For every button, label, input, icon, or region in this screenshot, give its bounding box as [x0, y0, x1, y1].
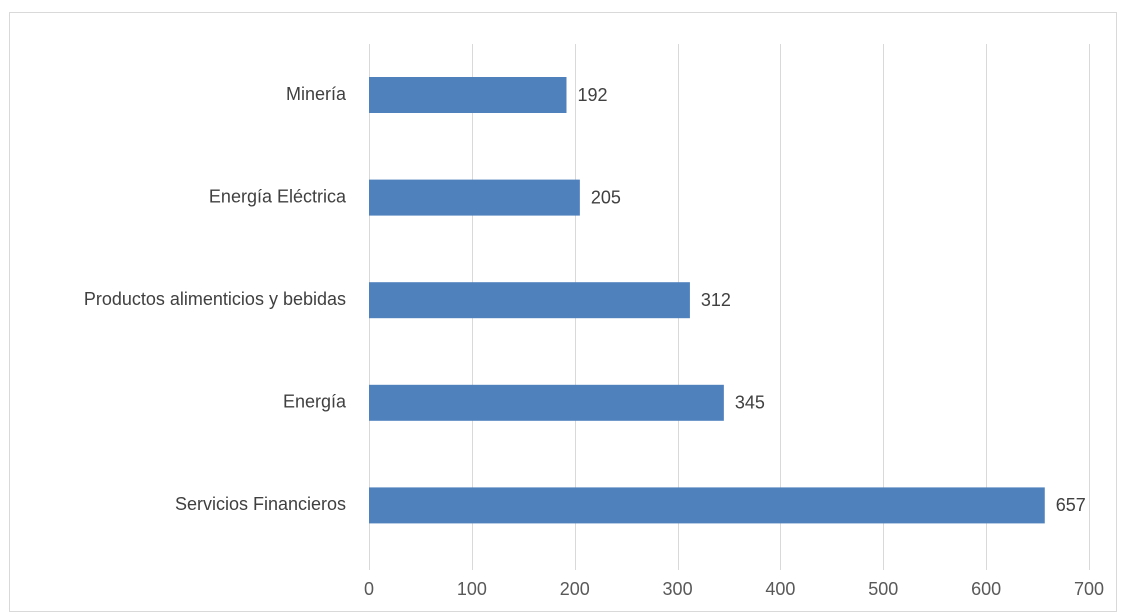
data-label: 345: [735, 393, 765, 413]
category-label: Servicios Financieros: [175, 494, 346, 514]
x-tick-label: 400: [765, 579, 795, 599]
labels: 0 100 200 300 400 500 600 700 Minería 192 Energía …: [84, 84, 1104, 599]
bar: [369, 282, 690, 319]
bar: [369, 384, 724, 421]
x-tick-label: 200: [560, 579, 590, 599]
bars: [369, 77, 1045, 524]
gridlines: [369, 44, 1090, 570]
data-label: 192: [577, 85, 607, 105]
data-label: 205: [591, 187, 621, 207]
x-tick-label: 500: [868, 579, 898, 599]
category-label: Minería: [286, 84, 347, 104]
data-label: 312: [701, 290, 731, 310]
x-tick-label: 100: [457, 579, 487, 599]
x-tick-label: 600: [971, 579, 1001, 599]
x-tick-label: 700: [1074, 579, 1104, 599]
data-label: 657: [1056, 495, 1086, 515]
category-label: Productos alimenticios y bebidas: [84, 289, 346, 309]
x-tick-label: 300: [663, 579, 693, 599]
category-label: Energía Eléctrica: [209, 186, 347, 206]
category-label: Energía: [283, 392, 347, 412]
bar: [369, 179, 580, 216]
bar: [369, 77, 567, 113]
bar: [369, 487, 1045, 524]
x-tick-label: 0: [364, 579, 374, 599]
